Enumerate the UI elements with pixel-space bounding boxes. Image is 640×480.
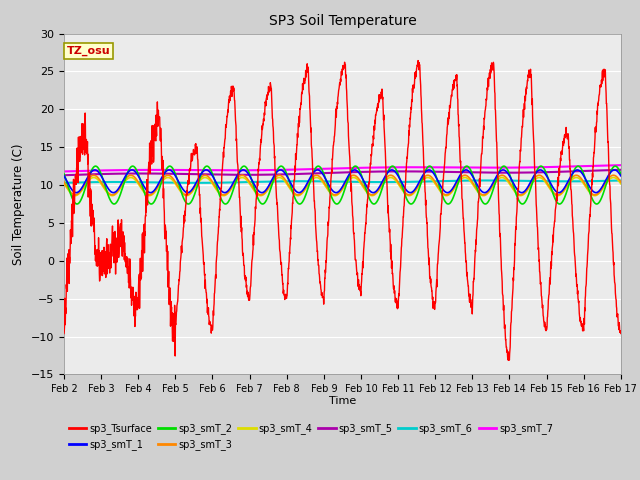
- Y-axis label: Soil Temperature (C): Soil Temperature (C): [12, 143, 26, 265]
- Legend: sp3_Tsurface, sp3_smT_1, sp3_smT_2, sp3_smT_3, sp3_smT_4, sp3_smT_5, sp3_smT_6, : sp3_Tsurface, sp3_smT_1, sp3_smT_2, sp3_…: [69, 423, 553, 450]
- X-axis label: Time: Time: [329, 396, 356, 406]
- Text: TZ_osu: TZ_osu: [67, 46, 111, 56]
- Title: SP3 Soil Temperature: SP3 Soil Temperature: [269, 14, 416, 28]
